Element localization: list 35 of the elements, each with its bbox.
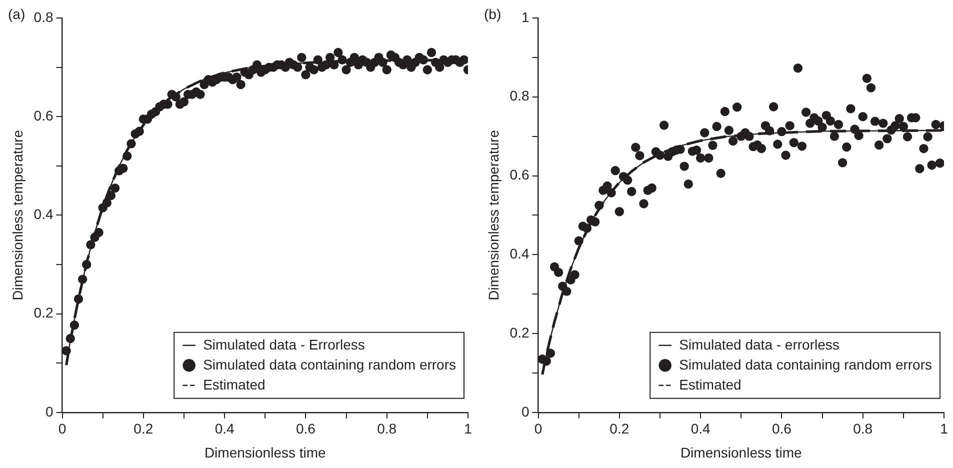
legend-label: Simulated data containing random errors <box>203 356 456 372</box>
legend-label: Simulated data containing random errors <box>679 356 932 372</box>
x-tick-label: 0.2 <box>134 420 154 437</box>
y-tick-label: 0.6 <box>510 166 530 183</box>
x-tick-label: 0.6 <box>772 420 792 437</box>
x-tick-label: 0.2 <box>610 420 630 437</box>
x-axis-title: Dimensionless time <box>204 444 326 460</box>
chart-title: (a) <box>8 6 26 22</box>
x-tick-label: 0.8 <box>377 420 397 437</box>
x-tick-label: 0.4 <box>690 420 710 437</box>
y-tick-label: 0.6 <box>34 107 54 124</box>
y-axis-title: Dimensionless temperature <box>485 130 502 300</box>
y-tick-label: 0.8 <box>510 88 530 104</box>
legend-label: Estimated <box>679 376 742 392</box>
y-tick-label: 0 <box>521 403 530 420</box>
y-tick-label: 0 <box>45 403 54 420</box>
y-tick-label: 0.8 <box>34 8 54 25</box>
chart-title: (b) <box>484 6 502 22</box>
x-tick-label: 1 <box>940 420 948 437</box>
legend-label: Simulated data - errorless <box>679 336 840 352</box>
x-tick-label: 0.4 <box>214 420 234 437</box>
y-axis-title: Dimensionless temperature <box>9 130 26 300</box>
y-tick-label: 1 <box>521 8 530 25</box>
x-tick-label: 0 <box>58 420 66 437</box>
legend-label: Simulated data - Errorless <box>203 336 365 352</box>
y-tick-label: 0.4 <box>510 246 530 262</box>
y-tick-label: 0.2 <box>34 304 54 321</box>
y-tick-label: 0.4 <box>34 206 54 222</box>
x-tick-label: 0.8 <box>853 420 873 437</box>
x-tick-label: 0.6 <box>296 420 316 437</box>
y-tick-label: 0.2 <box>510 324 530 340</box>
x-tick-label: 0 <box>534 420 542 437</box>
legend-label: Estimated <box>203 376 266 392</box>
x-tick-label: 1 <box>464 420 472 437</box>
x-axis-title: Dimensionless time <box>680 444 802 460</box>
